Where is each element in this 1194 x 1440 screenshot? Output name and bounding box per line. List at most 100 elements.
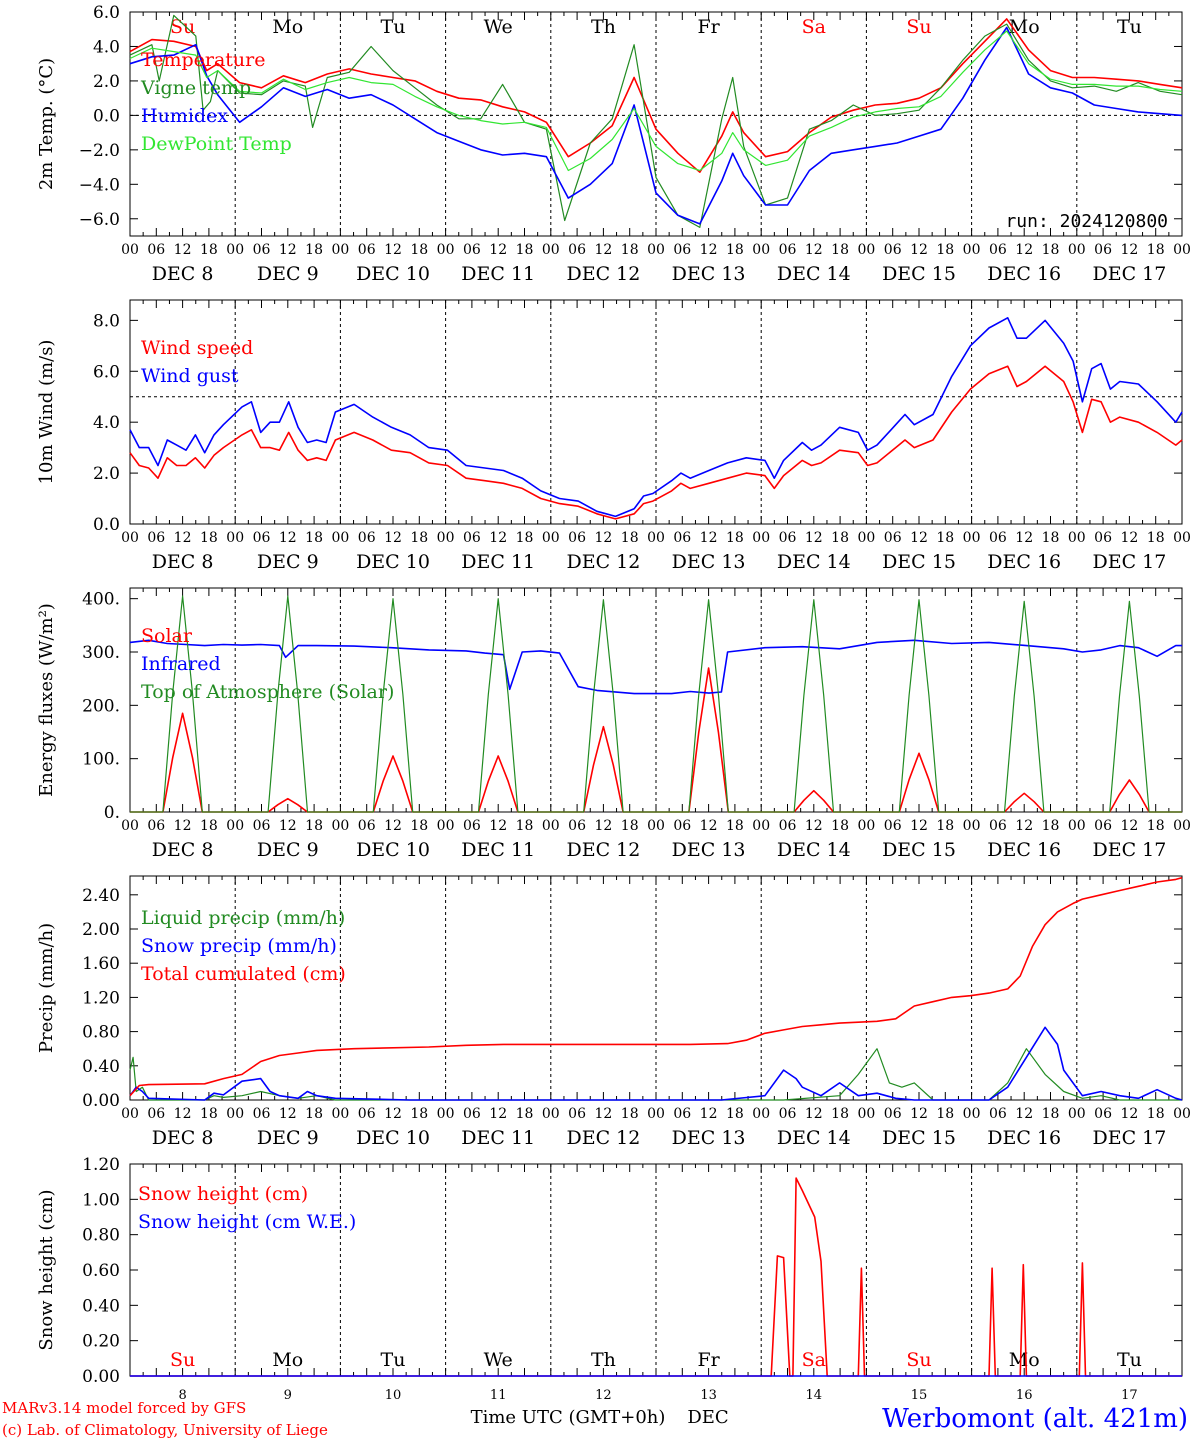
hour-tick-label: 06	[463, 1106, 481, 1122]
hour-tick-label: 00	[647, 242, 665, 258]
hour-tick-label: 06	[989, 1106, 1007, 1122]
day-number-label: 14	[806, 1388, 823, 1403]
hour-tick-label: 12	[1120, 242, 1138, 258]
y-tick-label: 2.40	[82, 886, 120, 906]
hour-tick-label: 06	[779, 818, 797, 834]
hour-tick-label: 18	[410, 242, 428, 258]
date-label: DEC 16	[987, 839, 1061, 861]
series-line	[129, 30, 1183, 172]
hour-tick-label: 00	[437, 818, 455, 834]
date-label: DEC 8	[152, 1127, 214, 1149]
hour-tick-label: 00	[857, 818, 875, 834]
hour-tick-label: 12	[594, 1106, 612, 1122]
hour-tick-label: 18	[936, 818, 954, 834]
hour-tick-label: 00	[1068, 1106, 1086, 1122]
y-tick-label: 0.00	[82, 1091, 120, 1111]
y-tick-label: 2.0	[93, 72, 120, 92]
hour-tick-label: 00	[752, 242, 770, 258]
hour-tick-label: 00	[121, 818, 139, 834]
weekday-label: Fr	[697, 1349, 720, 1371]
legend-entry: DewPoint Temp	[141, 133, 292, 155]
hour-tick-label: 12	[174, 1106, 192, 1122]
weekday-label: Su	[170, 1349, 195, 1371]
y-tick-label: −2.0	[79, 141, 120, 161]
hour-tick-label: 00	[1173, 1106, 1191, 1122]
hour-tick-label: 18	[305, 530, 323, 546]
hour-tick-label: 18	[726, 242, 744, 258]
hour-tick-label: 00	[1068, 818, 1086, 834]
weekday-label: Tu	[1117, 16, 1142, 38]
weekday-label: We	[484, 1349, 513, 1371]
weekday-label: Sa	[802, 1349, 826, 1371]
hour-tick-label: 00	[963, 1106, 981, 1122]
y-tick-label: 100.	[82, 750, 120, 770]
time-axis-label: Time UTC (GMT+0h)	[471, 1407, 666, 1428]
legend-entry: Total cumulated (cm)	[141, 963, 346, 985]
y-tick-label: 1.00	[82, 1190, 120, 1210]
weekday-label: Tu	[381, 16, 406, 38]
hour-tick-label: 12	[384, 1106, 402, 1122]
hour-tick-label: 18	[1147, 818, 1165, 834]
hour-tick-label: 06	[1094, 1106, 1112, 1122]
hour-tick-label: 00	[752, 530, 770, 546]
y-tick-label: 0.60	[82, 1261, 120, 1281]
hour-tick-label: 12	[805, 818, 823, 834]
hour-tick-label: 12	[910, 1106, 928, 1122]
y-tick-label: −4.0	[79, 175, 120, 195]
hour-tick-label: 06	[568, 242, 586, 258]
legend-entry: Liquid precip (mm/h)	[141, 907, 345, 929]
legend-entry: Wind gust	[141, 365, 239, 387]
y-tick-label: 1.20	[82, 988, 120, 1008]
hour-tick-label: 00	[857, 242, 875, 258]
day-number-label: 13	[700, 1388, 717, 1403]
hour-tick-label: 18	[200, 242, 218, 258]
weekday-label: Tu	[381, 1349, 406, 1371]
hour-tick-label: 18	[621, 1106, 639, 1122]
series-line	[129, 14, 1183, 228]
hour-tick-label: 06	[779, 1106, 797, 1122]
hour-tick-label: 06	[147, 1106, 165, 1122]
date-label: DEC 14	[777, 551, 851, 573]
hour-tick-label: 06	[989, 242, 1007, 258]
weekday-label: Fr	[697, 16, 720, 38]
hour-tick-label: 00	[331, 242, 349, 258]
hour-tick-label: 06	[463, 242, 481, 258]
hour-tick-label: 06	[253, 242, 271, 258]
hour-tick-label: 18	[1042, 242, 1060, 258]
temperature-plot-frame	[129, 11, 1183, 237]
weekday-label: Sa	[802, 16, 826, 38]
y-tick-label: −6.0	[79, 210, 120, 230]
hour-tick-label: 12	[174, 818, 192, 834]
hour-tick-label: 12	[1120, 530, 1138, 546]
hour-tick-label: 06	[1094, 530, 1112, 546]
hour-tick-label: 00	[647, 818, 665, 834]
hour-tick-label: 18	[516, 1106, 534, 1122]
hour-tick-label: 06	[568, 818, 586, 834]
legend-entry: Snow height (cm W.E.)	[138, 1211, 356, 1233]
hour-tick-label: 06	[568, 1106, 586, 1122]
hour-tick-label: 18	[516, 818, 534, 834]
hour-tick-label: 12	[174, 242, 192, 258]
series-line	[129, 1026, 1183, 1101]
y-tick-label: 0.80	[82, 1023, 120, 1043]
hour-tick-label: 06	[463, 530, 481, 546]
hour-tick-label: 00	[121, 1106, 139, 1122]
hour-tick-label: 12	[384, 530, 402, 546]
date-label: DEC 13	[672, 839, 746, 861]
hour-tick-label: 06	[568, 530, 586, 546]
precip-y-axis-label: Precip (mm/h)	[36, 923, 57, 1053]
hour-tick-label: 18	[200, 1106, 218, 1122]
day-number-label: 9	[284, 1388, 292, 1403]
hour-tick-label: 18	[726, 818, 744, 834]
hour-tick-label: 00	[857, 1106, 875, 1122]
weekday-label: Mo	[1009, 1349, 1040, 1371]
date-label: DEC 16	[987, 263, 1061, 285]
energy-y-axis-label: Energy fluxes (W/m²)	[36, 603, 57, 797]
hour-tick-label: 18	[726, 530, 744, 546]
date-label: DEC 17	[1092, 1127, 1166, 1149]
date-label: DEC 17	[1092, 551, 1166, 573]
series-line	[129, 26, 1183, 225]
hour-tick-label: 00	[963, 530, 981, 546]
date-label: DEC 14	[777, 263, 851, 285]
